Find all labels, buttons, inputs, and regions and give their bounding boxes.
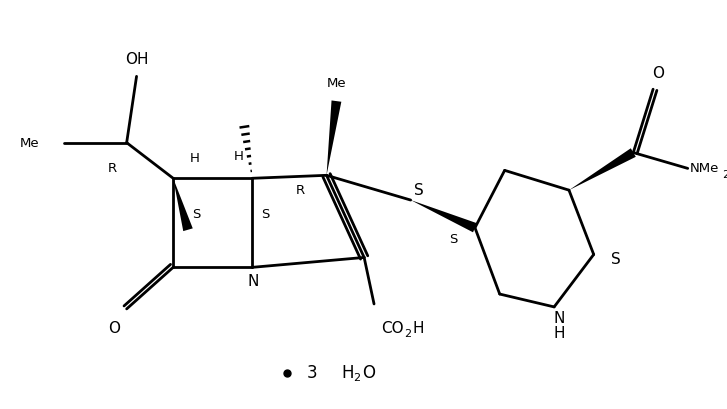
Text: 2: 2 [403,329,411,339]
Text: Me: Me [20,137,39,150]
Text: H: H [233,150,244,163]
Text: R: R [108,162,116,175]
Text: N: N [553,311,565,326]
Text: H: H [413,321,424,336]
Text: O: O [362,364,375,382]
Text: R: R [295,184,305,197]
Text: S: S [611,252,620,267]
Text: NMe: NMe [690,162,719,175]
Polygon shape [173,178,193,231]
Text: S: S [449,233,457,246]
Text: O: O [108,321,120,336]
Text: H: H [553,326,565,341]
Text: N: N [248,274,259,289]
Text: H: H [342,364,354,382]
Text: 2: 2 [723,170,727,180]
Text: H: H [190,152,200,165]
Text: Me: Me [326,77,346,90]
Polygon shape [569,148,636,190]
Text: S: S [414,183,423,198]
Text: O: O [652,66,664,81]
Polygon shape [411,200,477,232]
Text: 2: 2 [353,373,361,383]
Text: S: S [192,209,200,221]
Text: OH: OH [125,52,148,67]
Text: S: S [261,209,270,221]
Text: CO: CO [381,321,403,336]
Polygon shape [326,101,342,175]
Text: 3: 3 [306,364,317,382]
